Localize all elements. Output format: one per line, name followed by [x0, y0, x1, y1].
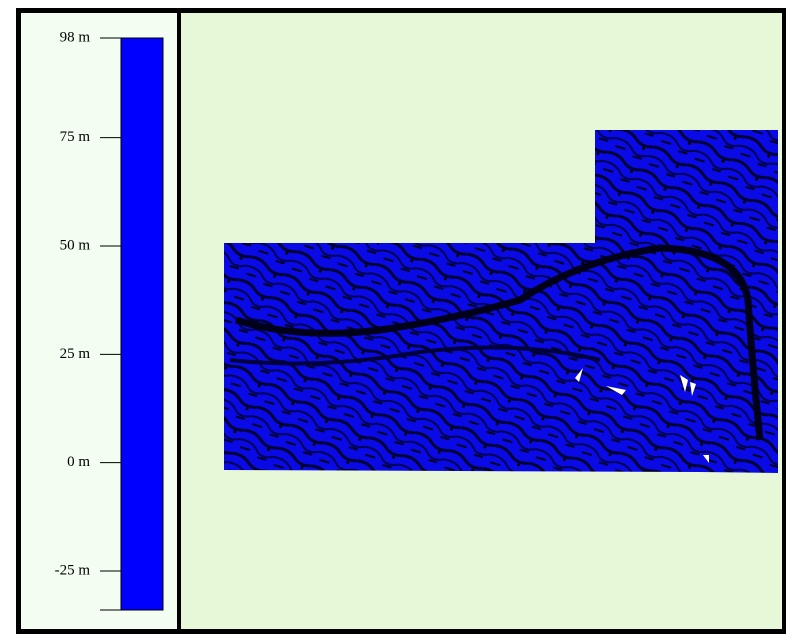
tick-label: 98 m: [60, 29, 91, 45]
map-view: 98 m 75 m 50 m 25 m 0 m -25 m: [0, 0, 788, 636]
color-bar: [121, 38, 163, 610]
tick-label: 0 m: [67, 454, 90, 470]
page: {"legend": {"color": "#0000ff", "range":…: [0, 0, 788, 636]
tick-label: 25 m: [60, 346, 91, 362]
tick-label: 75 m: [60, 129, 91, 145]
tick-label: -25 m: [55, 562, 91, 578]
tick-label: 50 m: [60, 237, 91, 253]
